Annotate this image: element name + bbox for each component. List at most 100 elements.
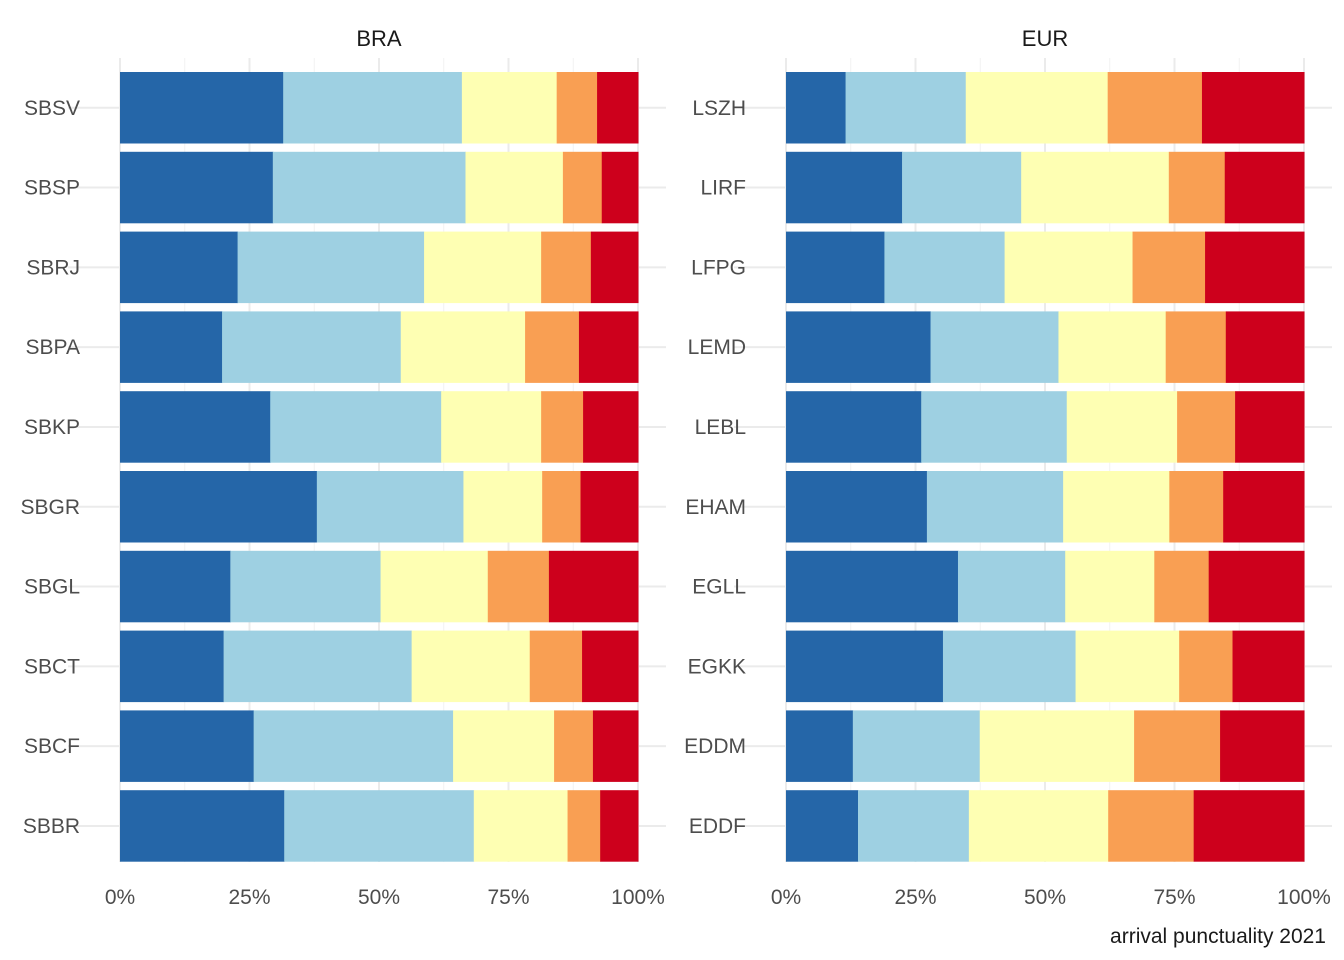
bar-segment-lszh-band-5: [1201, 72, 1305, 144]
bar-segment-lfpg-band-3: [1004, 231, 1134, 304]
bar-segment-sbkp-band-4: [541, 391, 584, 463]
bar-segment-egll-band-2: [957, 550, 1066, 623]
bar-segment-egkk-band-1: [786, 630, 944, 703]
bar-segment-sbct-band-5: [582, 630, 639, 703]
bar-segment-lszh-band-3: [965, 72, 1109, 144]
bar-segment-sbbr-band-4: [567, 790, 601, 862]
y-tick-label-egll: EGLL: [692, 576, 746, 599]
bar-segment-eddf-band-3: [968, 790, 1109, 862]
bar-segment-eddf-band-4: [1108, 790, 1195, 862]
bar-segment-sbcf-band-5: [592, 710, 639, 782]
bar-segment-lfpg-band-1: [786, 231, 885, 304]
bar-segment-eddm-band-2: [852, 710, 981, 782]
bar-segment-sbgl-band-5: [548, 550, 639, 623]
bar-segment-sbrj-band-3: [424, 231, 542, 304]
x-tick-label: 75%: [487, 886, 529, 909]
panel-bra: 0% 25% 50% 75% 100% SBSV SBSP SBRJ SBPA SBKP SBGR S…: [20, 26, 666, 909]
bar-segment-eddf-band-1: [786, 790, 859, 862]
bar-segment-egll-band-3: [1065, 550, 1155, 623]
bar-segment-lebl-band-2: [921, 391, 1068, 463]
bar-segment-eham-band-1: [786, 471, 928, 543]
y-tick-label-eddm: EDDM: [684, 735, 746, 758]
bar-segment-sbsp-band-4: [562, 151, 603, 224]
y-tick-label-lemd: LEMD: [688, 336, 746, 359]
bar-segment-eddf-band-5: [1193, 790, 1305, 862]
bar-segment-egkk-band-4: [1179, 630, 1234, 703]
x-tick-label: 100%: [611, 886, 665, 909]
y-tick-label-sbgr: SBGR: [20, 496, 80, 519]
bar-segment-lebl-band-3: [1066, 391, 1178, 463]
bar-segment-sbbr-band-2: [284, 790, 475, 862]
y-tick-label-sbkp: SBKP: [24, 416, 80, 439]
bar-segment-eham-band-4: [1169, 471, 1224, 543]
x-tick-label: 75%: [1153, 886, 1195, 909]
bar-segment-eddm-band-3: [979, 710, 1135, 782]
bar-segment-lfpg-band-2: [884, 231, 1006, 304]
bar-segment-sbcf-band-1: [120, 710, 255, 782]
bar-segment-lemd-band-5: [1225, 311, 1305, 383]
bar-segment-sbsv-band-1: [120, 72, 284, 144]
bar-segment-sbct-band-2: [223, 630, 413, 703]
x-tick-label: 100%: [1277, 886, 1331, 909]
y-tick-label-egkk: EGKK: [688, 655, 746, 678]
bar-segment-sbrj-band-1: [120, 231, 239, 304]
bar-segment-sbpa-band-5: [578, 311, 639, 383]
bar-segment-egll-band-5: [1208, 550, 1305, 623]
bar-segment-lemd-band-1: [786, 311, 932, 383]
bar-segment-lirf-band-2: [902, 151, 1022, 224]
bar-segment-lszh-band-2: [845, 72, 967, 144]
bar-segment-sbct-band-1: [120, 630, 225, 703]
bar-segment-egll-band-1: [786, 550, 959, 623]
bar-segment-sbgr-band-4: [542, 471, 582, 543]
bar-segment-lirf-band-4: [1168, 151, 1226, 224]
bar-segment-eham-band-5: [1223, 471, 1305, 543]
bar-segment-sbsp-band-5: [601, 151, 639, 224]
bar-segment-lebl-band-1: [786, 391, 922, 463]
bar-segment-sbbr-band-5: [600, 790, 639, 862]
bar-segment-eddf-band-2: [858, 790, 970, 862]
bar-segment-sbsv-band-5: [597, 72, 639, 144]
bar-segment-lebl-band-5: [1235, 391, 1305, 463]
bar-segment-sbgr-band-5: [580, 471, 639, 543]
x-tick-label: 25%: [894, 886, 936, 909]
y-tick-label-lszh: LSZH: [692, 97, 746, 120]
bar-segment-eham-band-3: [1063, 471, 1170, 543]
bar-segment-eddm-band-1: [786, 710, 854, 782]
facet-title-eur: EUR: [1022, 26, 1068, 51]
y-tick-label-sbct: SBCT: [24, 655, 80, 678]
bar-segment-sbsp-band-3: [465, 151, 564, 224]
y-tick-label-lfpg: LFPG: [691, 256, 746, 279]
bar-segment-egkk-band-5: [1232, 630, 1305, 703]
bar-segment-sbpa-band-2: [222, 311, 402, 383]
y-tick-label-eham: EHAM: [685, 496, 746, 519]
bar-segment-sbsv-band-4: [556, 72, 598, 144]
y-tick-label-sbbr: SBBR: [23, 815, 80, 838]
bar-segment-sbrj-band-2: [237, 231, 425, 304]
bar-segment-sbgr-band-3: [463, 471, 543, 543]
bar-segment-sbpa-band-3: [400, 311, 526, 383]
bar-segment-lebl-band-4: [1177, 391, 1236, 463]
bar-segment-lfpg-band-4: [1132, 231, 1206, 304]
bar-segment-lemd-band-4: [1165, 311, 1227, 383]
bar-segment-sbpa-band-4: [525, 311, 580, 383]
x-tick-label: 0%: [771, 886, 801, 909]
bar-segment-sbct-band-3: [411, 630, 531, 703]
bar-segment-sbkp-band-2: [270, 391, 442, 463]
y-tick-label-sbgl: SBGL: [24, 576, 80, 599]
bar-segment-egll-band-4: [1154, 550, 1210, 623]
bar-segment-sbgl-band-1: [120, 550, 231, 623]
bar-segment-eham-band-2: [926, 471, 1064, 543]
bar-segment-sbcf-band-2: [253, 710, 454, 782]
caption: arrival punctuality 2021: [1110, 925, 1326, 948]
bar-segment-lirf-band-1: [786, 151, 903, 224]
x-tick-label: 25%: [228, 886, 270, 909]
bar-segment-sbpa-band-1: [120, 311, 223, 383]
bar-segment-sbkp-band-3: [441, 391, 542, 463]
bar-segment-sbrj-band-5: [590, 231, 639, 304]
bar-segment-sbct-band-4: [529, 630, 583, 703]
bar-segment-sbsv-band-2: [283, 72, 463, 144]
bar-segment-sbcf-band-4: [554, 710, 594, 782]
x-tick-label: 50%: [1024, 886, 1066, 909]
bar-segment-lfpg-band-5: [1205, 231, 1305, 304]
